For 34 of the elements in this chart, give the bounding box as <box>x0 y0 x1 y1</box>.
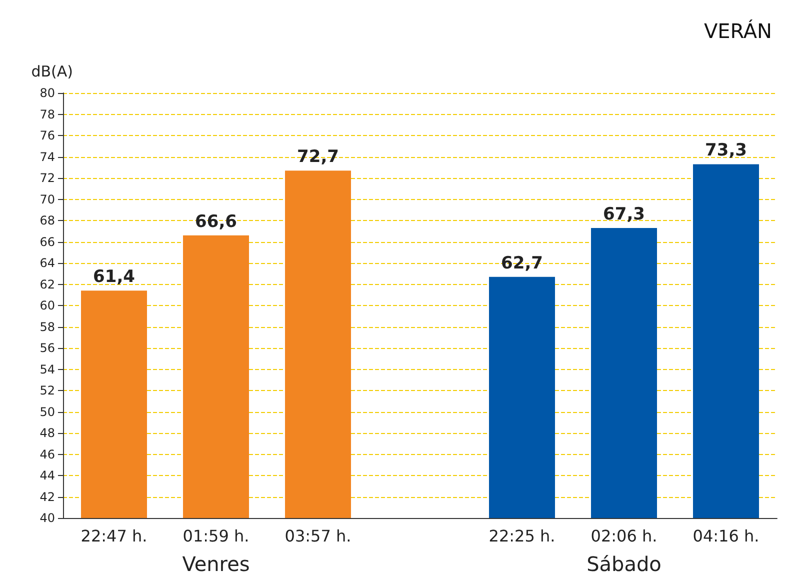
y-tick-label: 66 <box>40 234 55 249</box>
y-tick-label: 70 <box>40 192 55 206</box>
x-tick-label: 22:47 h. <box>80 526 148 546</box>
series-label: Venres <box>182 552 250 576</box>
y-tick-label: 64 <box>40 256 55 270</box>
x-tick-label: 22:25 h. <box>488 526 556 546</box>
y-tick-label: 72 <box>40 171 55 185</box>
data-label: 61,4 <box>93 267 136 288</box>
y-tick-label: 40 <box>40 511 55 525</box>
y-tick-label: 74 <box>40 150 55 164</box>
y-tick-label: 60 <box>40 298 55 312</box>
y-tick-label: 68 <box>40 214 55 228</box>
y-axis-title: dB(A) <box>31 62 73 80</box>
series-label: Sábado <box>586 552 662 576</box>
chart-title: VERÁN <box>704 19 772 43</box>
y-tick-label: 52 <box>40 384 55 398</box>
y-tick-label: 54 <box>40 362 55 376</box>
y-tick-label: 46 <box>40 447 55 462</box>
y-tick-label: 44 <box>40 468 55 482</box>
x-tick-label: 01:59 h. <box>182 526 250 546</box>
x-tick-label: 04:16 h. <box>692 526 760 546</box>
y-tick-label: 50 <box>40 404 55 419</box>
y-tick-label: 62 <box>40 277 55 292</box>
y-tick-label: 56 <box>40 341 55 355</box>
y-tick-label: 42 <box>40 490 55 504</box>
y-tick-label: 58 <box>40 320 55 334</box>
y-tick-label: 78 <box>40 107 55 122</box>
y-tick-label: 76 <box>40 128 55 142</box>
x-tick-label: 03:57 h. <box>284 526 352 546</box>
y-tick-label: 80 <box>40 86 55 100</box>
data-label: 73,3 <box>705 140 747 161</box>
y-tick-label: 48 <box>40 426 55 440</box>
x-tick-label: 02:06 h. <box>590 526 658 546</box>
data-label: 67,3 <box>603 204 645 224</box>
